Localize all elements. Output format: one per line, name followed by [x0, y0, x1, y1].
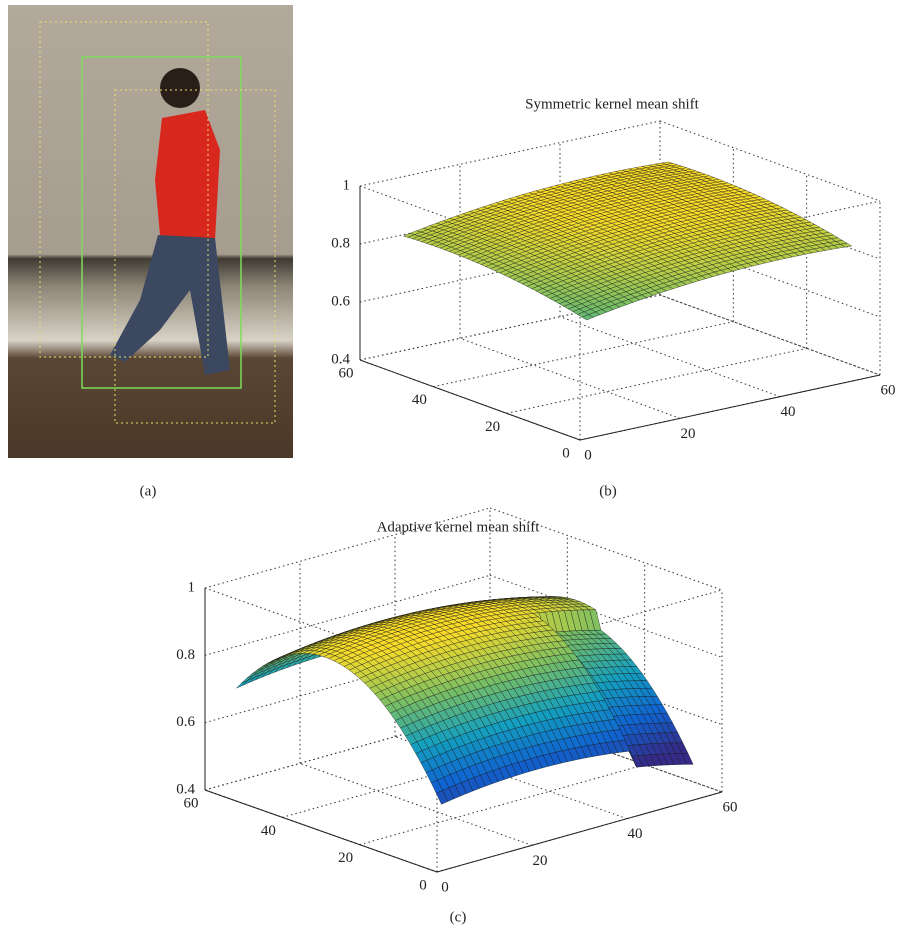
y-tick-label: 0	[562, 445, 570, 461]
z-tick-label: 0.6	[331, 293, 350, 309]
z-tick-label: 0.4	[176, 781, 195, 797]
surface-plot: Adaptive kernel mean shift(c)02040600204…	[176, 508, 737, 925]
x-tick-label: 0	[441, 879, 449, 895]
panel-caption: (c)	[450, 909, 467, 925]
y-tick-label: 20	[338, 850, 353, 866]
z-tick-label: 0.4	[331, 351, 350, 367]
z-tick-label: 0.6	[176, 714, 195, 730]
grid-line	[507, 348, 807, 413]
photo	[8, 5, 293, 458]
panel-caption: (a)	[140, 483, 157, 499]
panel-caption: (b)	[599, 483, 617, 499]
figure: (a) Symmetric kernel mean shift (b) 0 20 40 6…	[0, 0, 917, 936]
person-head	[160, 68, 200, 108]
page: {"photo_caption": "(a)", "chart_data": […	[0, 0, 917, 936]
chart-title: Symmetric kernel mean shift	[525, 96, 700, 112]
z-tick-label: 1	[188, 579, 196, 595]
y-axis	[360, 360, 580, 440]
photo-background	[8, 5, 293, 458]
x-axis	[437, 792, 722, 872]
x-tick-label: 40	[628, 826, 643, 842]
surface-patch	[236, 680, 247, 688]
person-shirt	[155, 110, 220, 240]
y-tick-label: 20	[485, 419, 500, 435]
y-axis	[205, 790, 437, 872]
z-tick-label: 0.8	[331, 235, 350, 251]
x-tick-label: 40	[781, 404, 796, 420]
grid-line	[433, 322, 733, 387]
y-tick-label: 60	[339, 365, 354, 381]
x-axis	[580, 375, 880, 440]
surface-plot: Symmetric kernel mean shift (b) 0 20 40 60 0 20…	[331, 96, 895, 499]
z-tick-label: 1	[343, 177, 351, 193]
z-tick-label: 0.8	[176, 647, 195, 663]
grid-line	[460, 338, 680, 418]
x-tick-label: 0	[584, 447, 592, 463]
x-tick-label: 20	[681, 426, 696, 442]
x-tick-label: 60	[723, 799, 738, 815]
y-tick-label: 60	[184, 795, 199, 811]
grid-line	[560, 317, 780, 397]
y-tick-label: 40	[412, 392, 427, 408]
grid-line	[490, 508, 722, 590]
y-tick-label: 0	[419, 877, 427, 893]
x-tick-label: 20	[533, 853, 548, 869]
x-tick-label: 60	[881, 382, 896, 398]
y-tick-label: 40	[261, 823, 276, 839]
